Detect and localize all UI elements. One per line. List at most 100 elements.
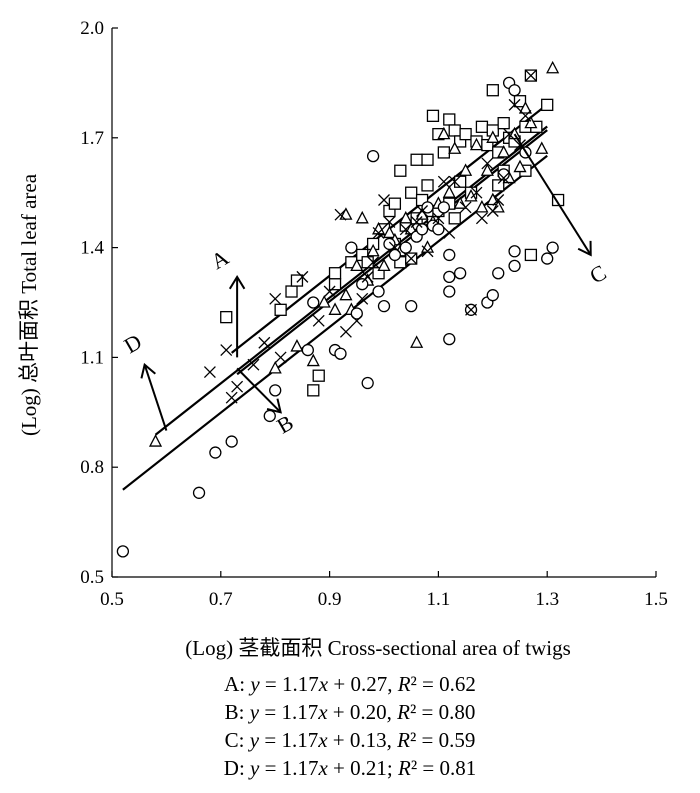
data-point-a [448, 212, 461, 225]
data-point-c [405, 300, 418, 313]
y-tick-label: 0.8 [80, 457, 104, 478]
data-point-a [551, 193, 565, 207]
x-tick-label: 1.5 [644, 589, 668, 610]
equation-line-b: B: y = 1.17x + 0.20, R² = 0.80 [224, 700, 476, 724]
data-point-c [209, 446, 222, 459]
data-point-c [415, 223, 429, 236]
data-point-c [443, 285, 456, 298]
data-point-d [437, 175, 450, 188]
data-point-a [492, 179, 505, 192]
data-point-d [448, 175, 461, 188]
data-point-b [475, 199, 489, 213]
data-point-b [410, 335, 424, 348]
data-point-d [475, 212, 488, 225]
data-point-c [492, 267, 505, 280]
data-point-b [290, 339, 304, 352]
x-tick-label: 0.5 [100, 589, 124, 610]
y-tick-label: 1.1 [80, 347, 104, 368]
data-point-c [116, 545, 130, 558]
data-point-a [421, 179, 434, 192]
data-point-d [519, 109, 532, 122]
data-point-b [355, 210, 369, 224]
data-point-d [388, 241, 401, 254]
data-point-b [148, 434, 163, 447]
arrow-label-a: A [207, 245, 233, 275]
data-point-b [442, 185, 456, 198]
data-point-d [486, 205, 499, 217]
data-point-c [421, 201, 434, 214]
data-point-a [328, 278, 342, 291]
data-point-d [470, 186, 483, 199]
data-point-b [486, 130, 500, 143]
data-point-a [285, 285, 298, 298]
equation-line-a: A: y = 1.17x + 0.27, R² = 0.62 [224, 672, 476, 696]
data-point-c [377, 300, 391, 313]
arrow-head-b [266, 398, 282, 414]
data-point-a [394, 164, 407, 177]
data-point-d [367, 256, 380, 269]
data-point-d [416, 205, 429, 217]
y-tick-label: 1.4 [80, 238, 104, 259]
data-point-b [366, 243, 380, 257]
data-point-a [361, 256, 374, 269]
data-point-a [220, 310, 233, 324]
data-point-b [524, 115, 538, 129]
data-point-b [339, 287, 353, 301]
data-point-c [366, 149, 380, 163]
data-point-c [399, 241, 412, 254]
data-point-d [378, 194, 390, 206]
data-point-c [508, 84, 521, 97]
data-point-d [405, 252, 418, 265]
arrow-shaft-d [143, 364, 168, 431]
data-point-a [443, 113, 456, 126]
data-point-b [469, 137, 484, 151]
y-axis-title: (Log) 总叶面积 Total leaf area [17, 173, 41, 436]
data-point-d [323, 285, 336, 298]
data-point-a [454, 175, 467, 188]
data-point-a [426, 109, 440, 122]
data-point-c [307, 296, 320, 309]
data-point-d [203, 366, 216, 378]
y-tick-label: 0.5 [80, 567, 104, 588]
data-point-c [361, 376, 374, 390]
data-point-a [448, 124, 461, 137]
chart-canvas: 0.5 0.8 1.1 1.4 1.7 2.0 0.5 0.7 0.9 1.1 1.3 1.5 A B C D… [17, 18, 668, 660]
data-point-d [383, 216, 396, 228]
data-point-b [328, 302, 342, 315]
data-point-d [443, 227, 456, 239]
data-point-c [443, 332, 456, 346]
y-tick-label: 2.0 [80, 18, 104, 39]
data-point-a [307, 384, 320, 397]
arrow-label-d: D [120, 329, 146, 359]
data-point-d [508, 98, 521, 111]
data-point-d [492, 194, 505, 206]
data-point-b [317, 295, 331, 308]
data-point-b [399, 210, 413, 224]
data-point-c [388, 248, 402, 262]
data-point-c [486, 289, 499, 302]
data-point-c [508, 245, 521, 258]
data-point-c [443, 270, 456, 284]
data-point-a [328, 267, 342, 280]
equation-line-d: D: y = 1.17x + 0.21; R² = 0.81 [223, 756, 477, 780]
x-tick-label: 0.9 [318, 589, 342, 610]
data-point-d [481, 157, 494, 170]
data-point-d [497, 172, 510, 185]
data-point-d [269, 292, 282, 305]
fit-line-d [154, 125, 548, 436]
data-point-b [513, 159, 527, 173]
data-point-c [443, 248, 456, 262]
data-point-c [497, 168, 510, 181]
data-point-c [383, 237, 396, 251]
data-point-b [268, 360, 282, 374]
data-point-c [508, 259, 521, 273]
data-point-a [497, 117, 510, 130]
arrow-head-c [577, 240, 592, 257]
data-point-d [410, 216, 423, 228]
data-point-b [306, 353, 320, 367]
data-point-d [296, 270, 309, 283]
data-point-d [247, 358, 260, 371]
data-point-a [541, 98, 554, 112]
data-point-c [225, 435, 238, 448]
data-point-d [350, 314, 363, 327]
